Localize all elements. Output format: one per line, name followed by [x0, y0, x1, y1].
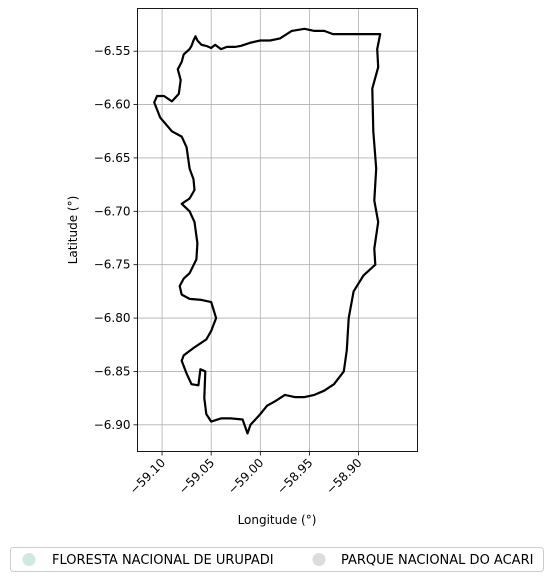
x-tick-label: −58.95 [274, 456, 315, 497]
x-tick-label: −59.00 [225, 456, 266, 497]
plot-frame [137, 8, 418, 452]
x-tick-label: −59.05 [176, 456, 217, 497]
legend: FLORESTA NACIONAL DE URUPADI PARQUE NACI… [10, 547, 544, 572]
boundary-line [153, 27, 382, 435]
y-axis-label: Latitude (°) [66, 196, 80, 265]
y-tick-label: −6.80 [94, 311, 131, 325]
y-tick-label: −6.70 [94, 204, 131, 218]
x-axis-label: Longitude (°) [238, 513, 317, 527]
legend-marker-urupadi [22, 553, 36, 566]
legend-label-urupadi: FLORESTA NACIONAL DE URUPADI [52, 553, 274, 568]
y-tick-label: −6.90 [94, 418, 131, 432]
y-tick-label: −6.60 [94, 98, 131, 112]
x-tick-label: −59.10 [127, 456, 168, 497]
y-tick-label: −6.85 [94, 364, 131, 378]
axis-ticks: −59.10 −59.05 −59.00 −58.95 −58.90 −6.55 −6.60… [94, 44, 365, 497]
y-tick-label: −6.65 [94, 151, 131, 165]
legend-label-acari: PARQUE NACIONAL DO ACARI [341, 553, 533, 568]
y-tick-label: −6.55 [94, 44, 131, 58]
x-tick-label: −58.90 [323, 456, 364, 497]
legend-marker-acari [312, 553, 326, 566]
grid [137, 8, 418, 452]
legend-frame [10, 547, 544, 572]
y-tick-label: −6.75 [94, 258, 131, 272]
